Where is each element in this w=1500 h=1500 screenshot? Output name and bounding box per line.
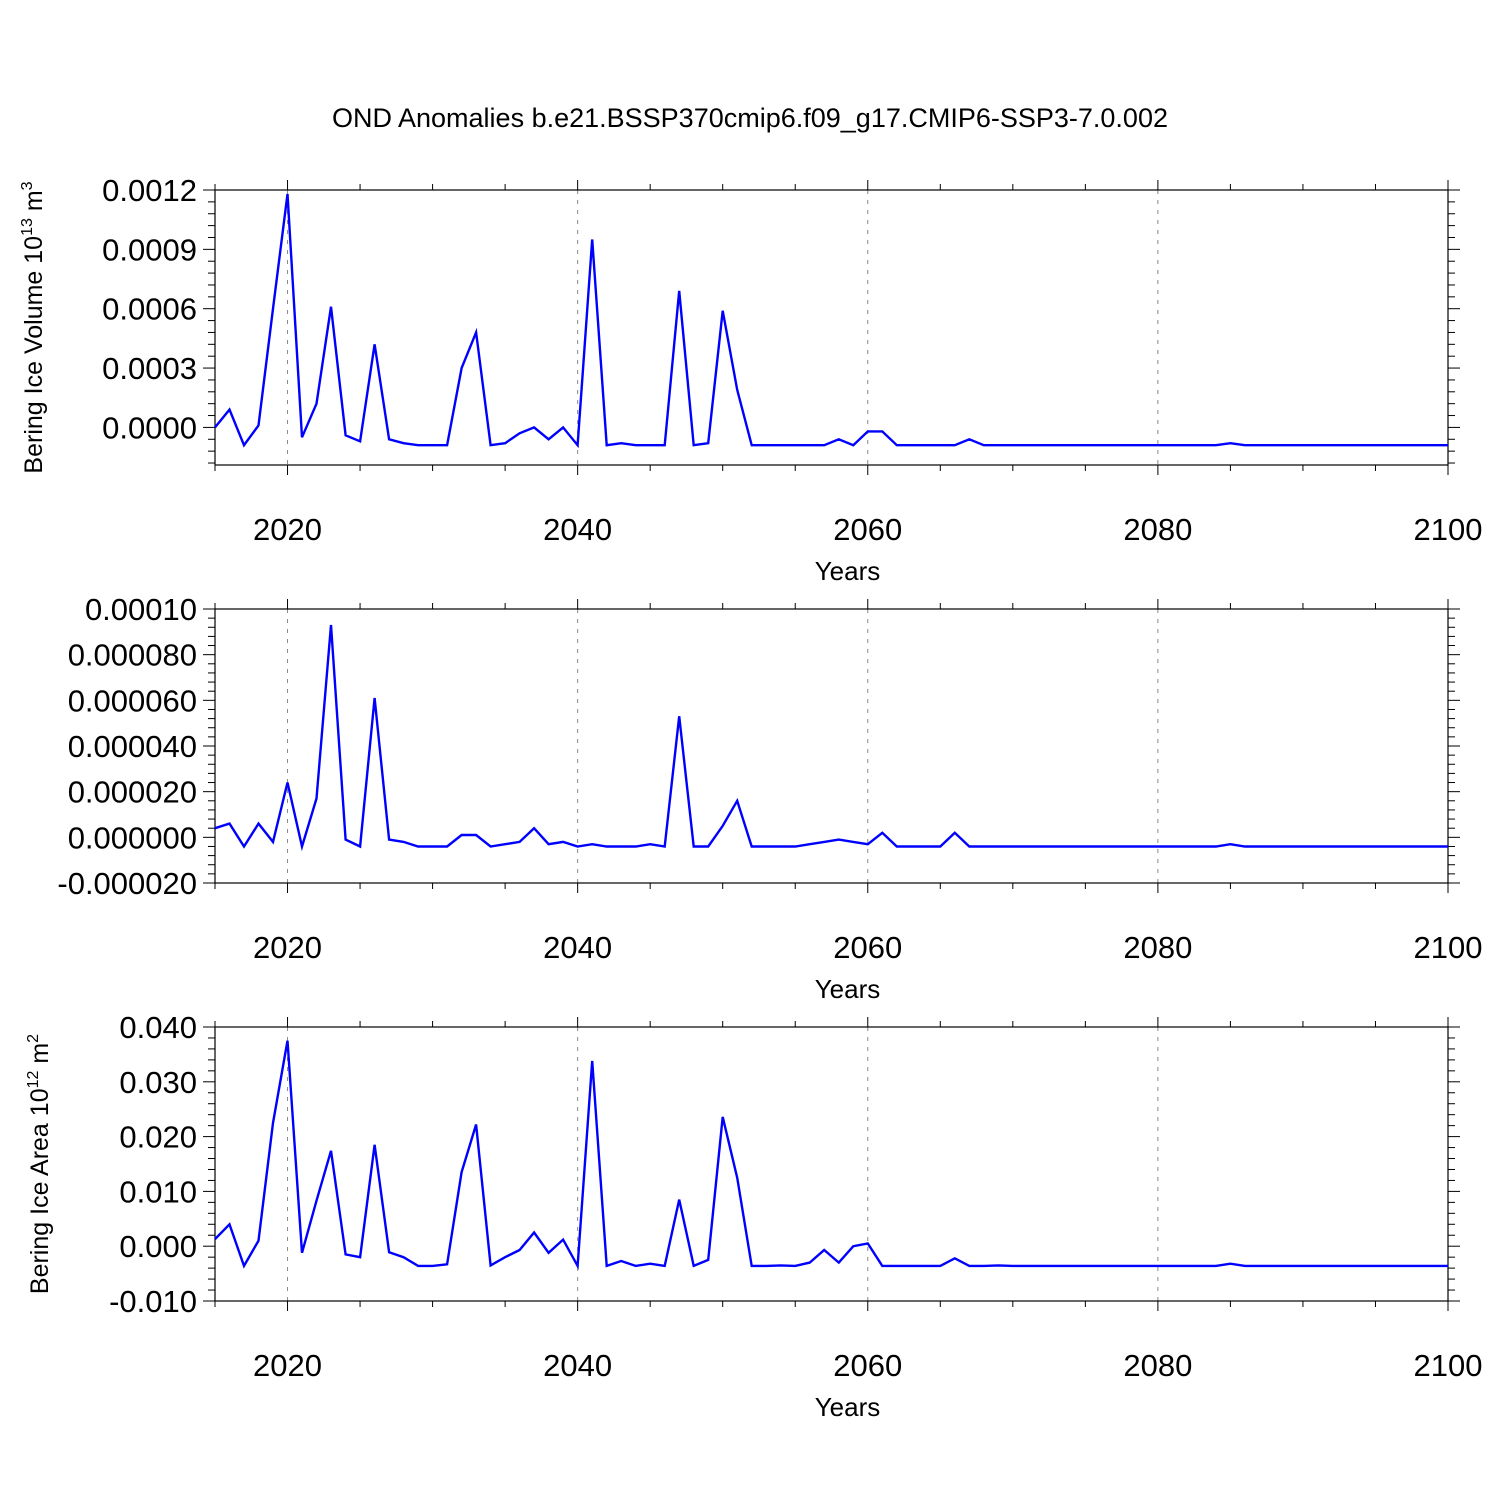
x-tick-label: 2080 [1123, 512, 1192, 547]
x-tick-label: 2040 [543, 1348, 612, 1383]
x-axis-label: Years [815, 974, 881, 1004]
y-tick-label: 0.040 [119, 1010, 197, 1045]
x-tick-label: 2020 [253, 930, 322, 965]
y-tick-label: 0.0003 [102, 351, 197, 386]
y-axis-label-ylabel-unit-exp: 2 [25, 1034, 42, 1043]
y-axis-label-ylabel-exp: 13 [19, 218, 36, 236]
y-tick-label: 0.000040 [68, 729, 197, 764]
x-tick-label: 2060 [833, 1348, 902, 1383]
y-axis-label: Bering Ice Volume 1013 m3 [19, 181, 48, 473]
x-tick-label: 2020 [253, 512, 322, 547]
y-tick-label: 0.010 [119, 1174, 197, 1209]
y-axis-label-ylabel-main: Bering Ice Area 10 [26, 1088, 54, 1294]
x-tick-label: 2080 [1123, 1348, 1192, 1383]
y-axis-label: Bering Ice Area 1012 m2 [25, 1034, 54, 1294]
y-axis-label-ylabel-main: Bering Ice Volume 10 [20, 236, 48, 474]
series-line [214, 1040, 1448, 1271]
x-tick-label: 2100 [1414, 930, 1483, 965]
y-tick-label: 0.0009 [102, 232, 197, 267]
x-axis-label: Years [815, 556, 881, 586]
y-axis-label-ylabel-unit: m [20, 190, 48, 218]
y-tick-label: 0.00010 [85, 592, 197, 627]
x-tick-label: 2100 [1414, 512, 1483, 547]
panel-2: -0.000020 0.000000 0.000020 0.000040 0.00006… [57, 592, 1482, 1004]
panel-3: -0.010 0.000 0.010 0.020 0.030 0.040 2020 2040 2… [25, 1010, 1482, 1422]
y-tick-label: -0.010 [109, 1284, 197, 1319]
y-tick-label: 0.000060 [68, 683, 197, 718]
plot-frame [214, 189, 1449, 466]
x-tick-label: 2040 [543, 930, 612, 965]
y-tick-label: 0.030 [119, 1065, 197, 1100]
panel-1: 0.0000 0.0003 0.0006 0.0009 0.0012 2020 2040 20… [19, 173, 1482, 586]
x-tick-label: 2100 [1414, 1348, 1483, 1383]
y-tick-label: 0.0000 [102, 410, 197, 445]
y-tick-label: 0.020 [119, 1120, 197, 1155]
y-axis-label-ylabel-unit-exp: 3 [19, 181, 36, 190]
x-tick-label: 2060 [833, 930, 902, 965]
x-tick-label: 2060 [833, 512, 902, 547]
y-axis-label-ylabel-exp: 12 [25, 1070, 42, 1088]
y-tick-label: 0.000020 [68, 775, 197, 810]
x-tick-label: 2080 [1123, 930, 1192, 965]
figure-title: OND Anomalies b.e21.BSSP370cmip6.f09_g17… [332, 103, 1168, 133]
y-tick-label: 0.000080 [68, 638, 197, 673]
y-axis-label-ylabel-unit: m [26, 1043, 54, 1071]
x-tick-label: 2020 [253, 1348, 322, 1383]
y-tick-label: -0.000020 [57, 866, 197, 901]
series-line [214, 193, 1448, 449]
y-tick-label: 0.000 [119, 1229, 197, 1264]
y-tick-label: 0.0012 [102, 173, 197, 208]
x-tick-label: 2040 [543, 512, 612, 547]
plot-frame [214, 1026, 1449, 1302]
series-line [214, 624, 1448, 852]
y-tick-label: 0.000000 [68, 820, 197, 855]
x-axis-label: Years [815, 1392, 881, 1422]
y-tick-label: 0.0006 [102, 292, 197, 327]
